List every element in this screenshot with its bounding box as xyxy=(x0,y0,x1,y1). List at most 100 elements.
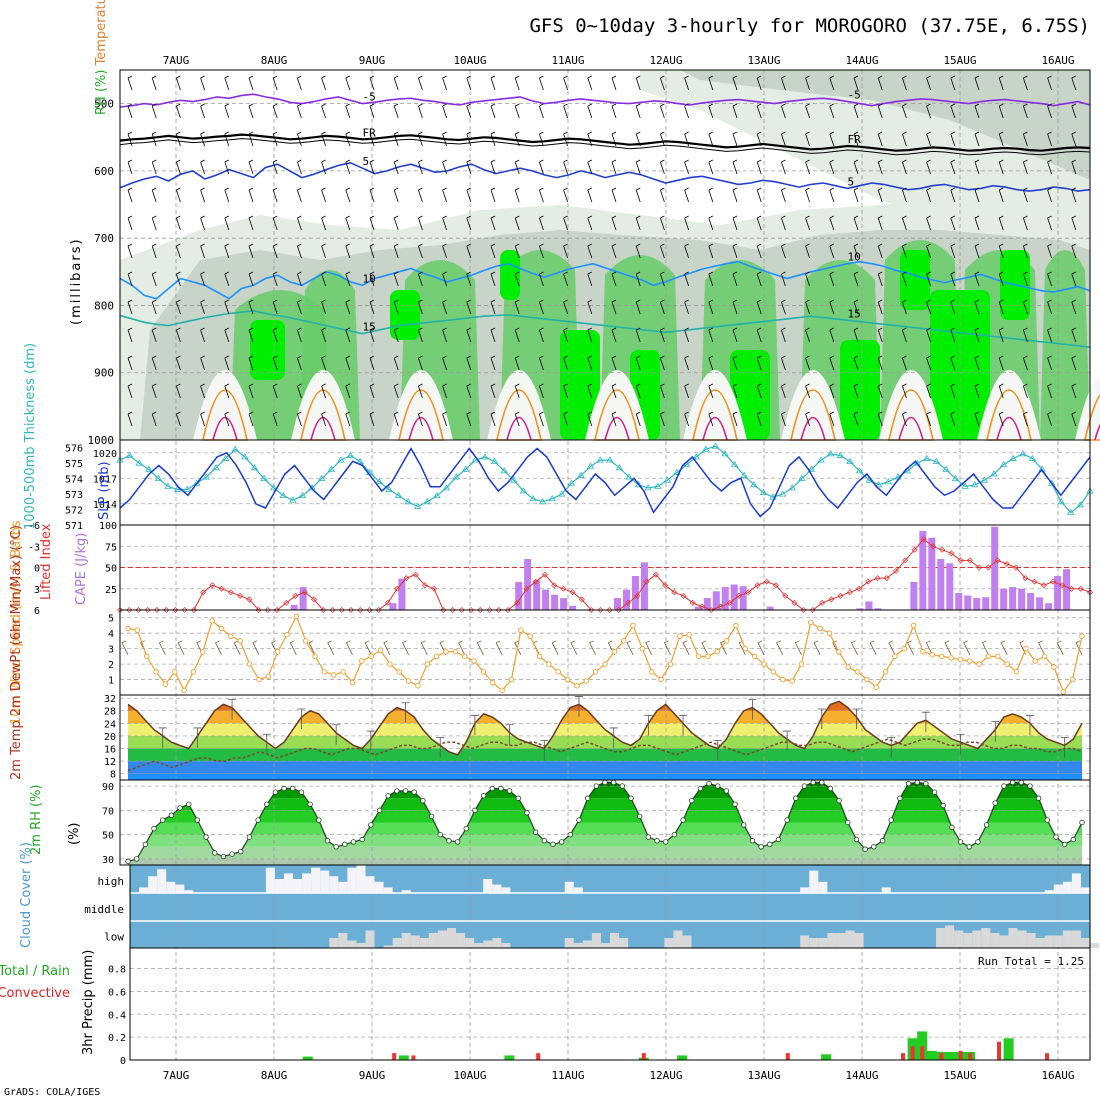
wind-barb xyxy=(151,159,157,175)
temp-ylabel: 2m Temp 2m DewPt (6hr Min/Max) (°C) xyxy=(9,525,24,780)
wind-barb xyxy=(660,103,665,119)
rh-marker xyxy=(446,838,452,844)
cloud-low-bar xyxy=(1044,935,1054,948)
wind-barb xyxy=(1023,215,1028,231)
wind-barb xyxy=(950,411,956,427)
lifted-index-marker xyxy=(772,582,779,589)
thickness-marker xyxy=(423,498,432,505)
wind-barb xyxy=(1023,75,1028,91)
cape-bar xyxy=(874,608,882,610)
cape-bar xyxy=(569,605,577,610)
temp-minmax-bar xyxy=(748,699,757,720)
wind-barb xyxy=(466,243,472,259)
wind-barb xyxy=(732,103,738,119)
wind-barb xyxy=(297,187,302,203)
wind-speed-marker xyxy=(686,631,692,638)
wind-barb xyxy=(514,411,520,427)
thickness-marker xyxy=(433,491,441,499)
wind-barb xyxy=(998,159,1004,175)
top-date-label: 16AUG xyxy=(1041,54,1074,67)
cape-bar xyxy=(1027,593,1035,610)
wind-barb xyxy=(781,327,786,343)
wind-barb xyxy=(297,103,302,119)
wind-barb xyxy=(781,271,786,287)
wind-barb xyxy=(732,159,738,175)
wind-barb xyxy=(974,103,980,119)
wind-barb xyxy=(345,327,351,343)
wind-barb xyxy=(539,411,544,427)
wind-speed-marker xyxy=(134,627,141,633)
cloud-high-bar xyxy=(265,867,275,893)
wind-barb xyxy=(732,131,738,147)
wind-barb xyxy=(563,187,568,203)
surface-wind-barb xyxy=(869,640,877,655)
wind-speed-marker xyxy=(1023,645,1029,652)
wind-barb xyxy=(563,299,568,315)
wind-barb xyxy=(926,243,931,259)
lifted-index-marker xyxy=(458,607,465,613)
thickness-marker xyxy=(971,481,979,488)
wind-barb xyxy=(877,243,883,259)
temp-minmax-bar xyxy=(644,714,653,736)
rh-marker xyxy=(290,785,296,792)
wind-barb xyxy=(926,299,931,315)
bottom-date-label: 9AUG xyxy=(359,1069,386,1082)
lifted-index-marker xyxy=(828,596,835,603)
wind-barb xyxy=(248,383,254,399)
wind-barb xyxy=(369,159,375,175)
wind-speed-marker xyxy=(864,676,870,683)
rh-marker xyxy=(142,841,149,848)
wind-speed-marker xyxy=(1051,664,1057,670)
rh-tick: 50 xyxy=(102,831,114,842)
wind-barb xyxy=(829,215,835,231)
wind-barb xyxy=(490,131,496,147)
wind-barb xyxy=(708,383,714,399)
isotherm-25-segment xyxy=(212,416,238,441)
boundary-layer-cone xyxy=(389,370,453,440)
cloud-high-bar xyxy=(809,870,819,893)
rh-tick: 70 xyxy=(102,806,114,817)
wind-barb xyxy=(490,75,496,91)
wind-speed-marker xyxy=(583,678,590,684)
surface-wind-barb xyxy=(701,640,709,655)
isotherm-20-segment xyxy=(790,389,836,441)
wind-barb xyxy=(200,75,205,91)
upper-air-ylabel: RH (%) Temperature (°C) Wind (m/s) xyxy=(94,0,109,115)
wind-barb xyxy=(321,383,326,399)
thickness-marker xyxy=(404,498,412,505)
wind-speed-marker xyxy=(770,669,777,675)
rh-marker xyxy=(888,817,894,823)
isotherm-20-segment xyxy=(888,389,934,441)
temp-band xyxy=(128,773,1082,780)
surface-wind-barb xyxy=(794,640,802,655)
wind-barb xyxy=(998,131,1004,147)
wind-barb xyxy=(442,271,447,287)
wind-barb xyxy=(272,327,278,343)
lifted-index-marker xyxy=(375,607,382,613)
wind-speed-marker xyxy=(705,653,711,660)
surface-wind-barb xyxy=(514,640,522,655)
wind-barb xyxy=(708,355,714,371)
surface-wind-barb xyxy=(214,640,222,655)
precip-total-bar xyxy=(504,1055,515,1060)
wind-barb xyxy=(539,355,544,371)
wind-barb xyxy=(829,383,835,399)
cape-tick: 50 xyxy=(105,564,117,575)
lifted-index-marker xyxy=(680,592,687,599)
wind-barb xyxy=(176,159,181,175)
lifted-index-marker xyxy=(181,607,188,613)
wind-barb xyxy=(853,327,859,343)
rh-marker xyxy=(706,780,712,787)
cloud-low-bar xyxy=(999,935,1009,948)
wind-speed-marker xyxy=(882,669,889,675)
wind-barb xyxy=(248,411,254,427)
wind-speed-marker xyxy=(200,648,206,655)
thickness-marker xyxy=(634,481,643,488)
wind-barb xyxy=(127,75,133,91)
wind-barb xyxy=(635,215,641,231)
wind-barb xyxy=(1023,103,1028,119)
wind-barb xyxy=(442,159,447,175)
wind-barb xyxy=(151,75,157,91)
rh-marker xyxy=(411,789,417,795)
wind-barb xyxy=(272,159,278,175)
